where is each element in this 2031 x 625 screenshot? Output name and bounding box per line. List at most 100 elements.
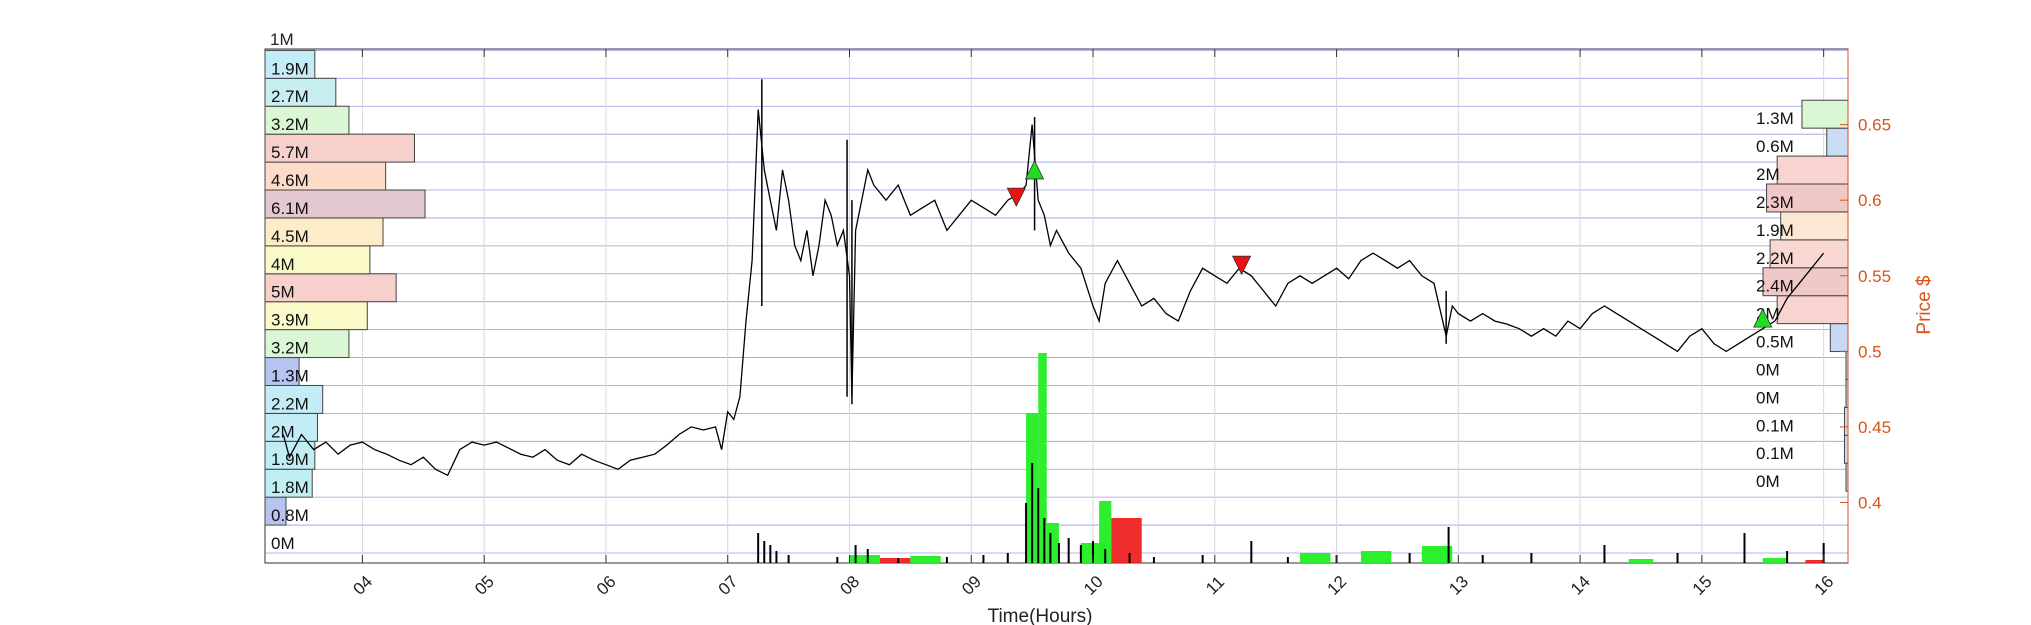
- price-line: [282, 109, 1825, 477]
- right-profile-bar: [1843, 406, 1849, 436]
- x-tick-label: 13: [1445, 572, 1472, 599]
- left-profile-label: 4.5M: [271, 227, 309, 246]
- left-profile-label: 1.9M: [271, 59, 309, 78]
- right-profile-bar: [1776, 295, 1849, 325]
- left-profile-label: 2M: [271, 422, 295, 441]
- left-profile-label: 1.9M: [271, 450, 309, 469]
- left-profile-bar: [264, 357, 300, 386]
- right-profile-bar: [1829, 323, 1849, 353]
- right-profile-label: 0.1M: [1756, 444, 1794, 463]
- left-profile-label: 2.7M: [271, 87, 309, 106]
- right-profile-label: 2M: [1756, 165, 1780, 184]
- right-profile-label: 0.5M: [1756, 333, 1794, 352]
- x-tick-label: 09: [958, 572, 985, 599]
- right-profile-bar: [1766, 183, 1849, 213]
- left-profile-label: 5M: [271, 283, 295, 302]
- volume-bar: [1762, 558, 1788, 563]
- right-profile-label: 0M: [1756, 360, 1780, 379]
- x-tick-label: 05: [471, 572, 498, 599]
- left-profile-bar: [264, 217, 384, 247]
- right-profile-label: 0.6M: [1756, 137, 1794, 156]
- left-profile-label: 5.7M: [271, 143, 309, 162]
- volume-bar: [849, 555, 880, 563]
- trade-markers: [1006, 160, 1773, 328]
- y-axis-right: 0.4 0.45 0.5 0.55 0.6 0.65: [1840, 49, 1891, 563]
- volume-bar: [1038, 353, 1047, 563]
- right-profile-label: 2.2M: [1756, 249, 1794, 268]
- x-tick-label: 14: [1567, 572, 1594, 599]
- x-tick-label: 11: [1202, 572, 1228, 598]
- left-profile-bar: [264, 133, 416, 163]
- left-profile-label: 3.2M: [271, 115, 309, 134]
- right-profile-label: 2.3M: [1756, 193, 1794, 212]
- x-tick-label: 16: [1811, 572, 1838, 599]
- x-axis-title: Time(Hours): [988, 606, 1093, 625]
- right-profile-bar: [1843, 434, 1849, 464]
- left-profile-label: 4M: [271, 255, 295, 274]
- right-profile-bar: [1769, 239, 1849, 269]
- right-profile-label: 2.4M: [1756, 277, 1794, 296]
- left-profile-label: 0.8M: [271, 506, 309, 525]
- volume-bar: [1360, 551, 1392, 563]
- left-profile-bar: [264, 105, 350, 135]
- left-profile-label: 6.1M: [271, 199, 309, 218]
- plot-area-background: [264, 48, 1849, 564]
- x-tick-label: 15: [1689, 572, 1716, 599]
- left-profile-label: 4.6M: [271, 171, 309, 190]
- volume-axis-top-label: 1M: [270, 30, 294, 49]
- left-profile-bar: [264, 245, 371, 275]
- left-profile-label: 2.2M: [271, 394, 309, 413]
- right-profile-label: 0M: [1756, 388, 1780, 407]
- grid: [265, 49, 1848, 563]
- volume-bar: [1046, 523, 1059, 563]
- left-profile-bar: [264, 412, 318, 442]
- x-tick-label: 04: [349, 572, 376, 599]
- price-series: [282, 79, 1825, 477]
- sell-marker: [1231, 255, 1252, 276]
- volume-bar: [1805, 560, 1824, 563]
- left-profile-bar: [264, 468, 313, 498]
- volume-bar: [1099, 501, 1112, 563]
- left-profile-bar: [264, 301, 368, 331]
- volume-bar: [1628, 559, 1654, 563]
- volume-bar: [910, 556, 941, 563]
- left-profile-bar: [264, 49, 316, 79]
- y-tick-label: 0.65: [1858, 116, 1891, 135]
- x-tick-label: 06: [593, 572, 620, 599]
- y-tick-label: 0.6: [1858, 191, 1882, 210]
- right-profile-label: 0.1M: [1756, 416, 1794, 435]
- buy-marker: [1753, 308, 1773, 328]
- y-axis-right-title: Price $: [1914, 275, 1935, 335]
- right-profile-bar: [1826, 127, 1849, 157]
- volume-bar: [879, 558, 911, 563]
- buy-marker: [1024, 160, 1045, 180]
- left-profile-label: 3.2M: [271, 339, 309, 358]
- x-tick-label: 12: [1324, 572, 1351, 599]
- x-tick-label: 10: [1080, 572, 1107, 599]
- left-profile-label: 0M: [271, 534, 295, 553]
- volume-bar: [1111, 518, 1142, 563]
- right-volume-profile: 0M0.1M0.1M0M0M0.5M2M2.4M2.2M1.9M2.3M2M0.…: [1756, 99, 1849, 492]
- x-tick-label: 07: [715, 572, 742, 599]
- y-tick-label: 0.45: [1858, 418, 1891, 437]
- y-tick-label: 0.4: [1858, 494, 1882, 513]
- left-volume-profile: 0M 0.8M 1.8M 1.9M 2M 2.2M 1.3M 3.2M 3.9M 5M 4M 4.5M…: [264, 49, 426, 553]
- left-profile-label: 3.9M: [271, 311, 309, 330]
- left-profile-bar: [264, 329, 350, 359]
- right-profile-label: 1.9M: [1756, 221, 1794, 240]
- left-profile-label: 1.8M: [271, 478, 309, 497]
- x-tick-label: 08: [836, 572, 863, 599]
- right-profile-label: 0M: [1756, 472, 1780, 491]
- right-profile-bar: [1801, 99, 1849, 129]
- volume-bar: [1300, 553, 1331, 563]
- left-profile-label: 1.3M: [271, 366, 309, 385]
- y-tick-label: 0.5: [1858, 342, 1882, 361]
- y-tick-label: 0.55: [1858, 267, 1891, 286]
- left-profile-bar: [264, 161, 387, 191]
- right-profile-bar: [1776, 155, 1849, 185]
- sell-marker: [1006, 187, 1026, 208]
- right-profile-label: 1.3M: [1756, 109, 1794, 128]
- left-profile-bar: [264, 77, 337, 107]
- volume-bar: [1421, 546, 1453, 563]
